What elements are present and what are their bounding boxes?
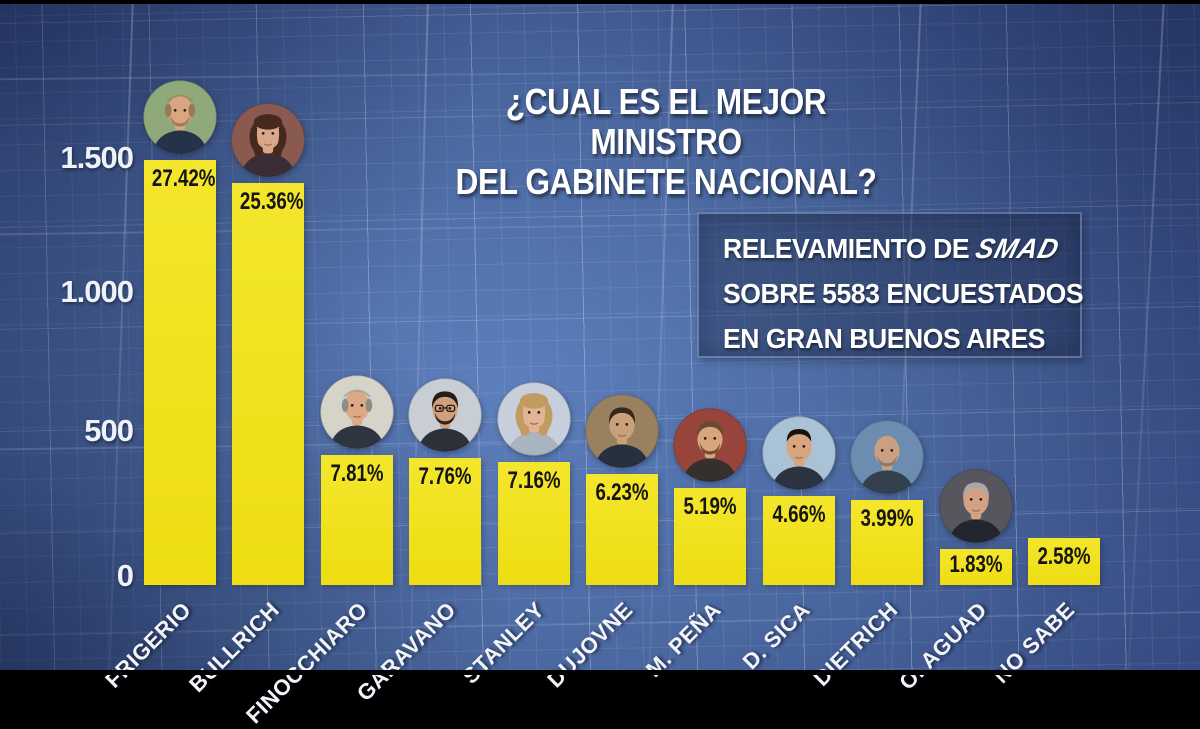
photo-garavano <box>408 378 482 452</box>
letterbox-bottom <box>0 670 1200 675</box>
bar-dujovne: 6.23% <box>586 474 658 585</box>
photo-m-pe-a <box>673 408 747 482</box>
chart-title-line-1: ¿CUAL ES EL MEJOR MINISTRO <box>428 82 903 162</box>
photo-frigerio <box>143 80 217 154</box>
pct-label-d-sica: 4.66% <box>771 496 827 528</box>
bar-o-aguad: 1.83% <box>940 549 1012 585</box>
pct-label-bullrich: 25.36% <box>240 183 296 215</box>
bar-finocchiaro: 7.81% <box>321 455 393 585</box>
survey-info-line-3: EN GRAN BUENOS AIRES <box>723 316 1055 361</box>
photo-finocchiaro <box>320 375 394 449</box>
bar-frigerio: 27.42% <box>144 160 216 585</box>
photo-dietrich <box>850 420 924 494</box>
photo-bullrich <box>231 103 305 177</box>
survey-source-text: RELEVAMIENTO DE <box>723 233 969 264</box>
pct-label-finocchiaro: 7.81% <box>329 455 385 487</box>
photo-dujovne <box>585 394 659 468</box>
bar-stanley: 7.16% <box>498 462 570 585</box>
pct-label-stanley: 7.16% <box>506 462 562 494</box>
y-axis-tick-500: 500 <box>30 413 133 449</box>
photo-d-sica <box>762 416 836 490</box>
chart-title-line-2: DEL GABINETE NACIONAL? <box>428 162 903 202</box>
pct-label-no-sabe: 2.58% <box>1036 538 1092 570</box>
photo-stanley <box>497 382 571 456</box>
bar-bullrich: 25.36% <box>232 183 304 585</box>
chart-title: ¿CUAL ES EL MEJOR MINISTRO DEL GABINETE … <box>428 82 903 202</box>
bar-dietrich: 3.99% <box>851 500 923 585</box>
y-axis-tick-0: 0 <box>30 558 133 594</box>
letterbox-top <box>0 0 1200 4</box>
pct-label-m-pe-a: 5.19% <box>682 488 738 520</box>
y-axis-tick-1000: 1.000 <box>30 274 133 310</box>
bar-no-sabe: 2.58% <box>1028 538 1100 585</box>
smad-logo: SMAD <box>971 226 1065 271</box>
pct-label-o-aguad: 1.83% <box>948 549 1004 578</box>
photo-o-aguad <box>939 469 1013 543</box>
pct-label-frigerio: 27.42% <box>152 160 208 192</box>
pct-label-garavano: 7.76% <box>417 458 473 490</box>
bar-m-pe-a: 5.19% <box>674 488 746 585</box>
bar-garavano: 7.76% <box>409 458 481 585</box>
bar-d-sica: 4.66% <box>763 496 835 585</box>
pct-label-dujovne: 6.23% <box>594 474 650 506</box>
pct-label-dietrich: 3.99% <box>859 500 915 532</box>
y-axis-tick-1500: 1.500 <box>30 140 133 176</box>
survey-info-line-2: SOBRE 5583 ENCUESTADOS <box>723 271 1055 316</box>
